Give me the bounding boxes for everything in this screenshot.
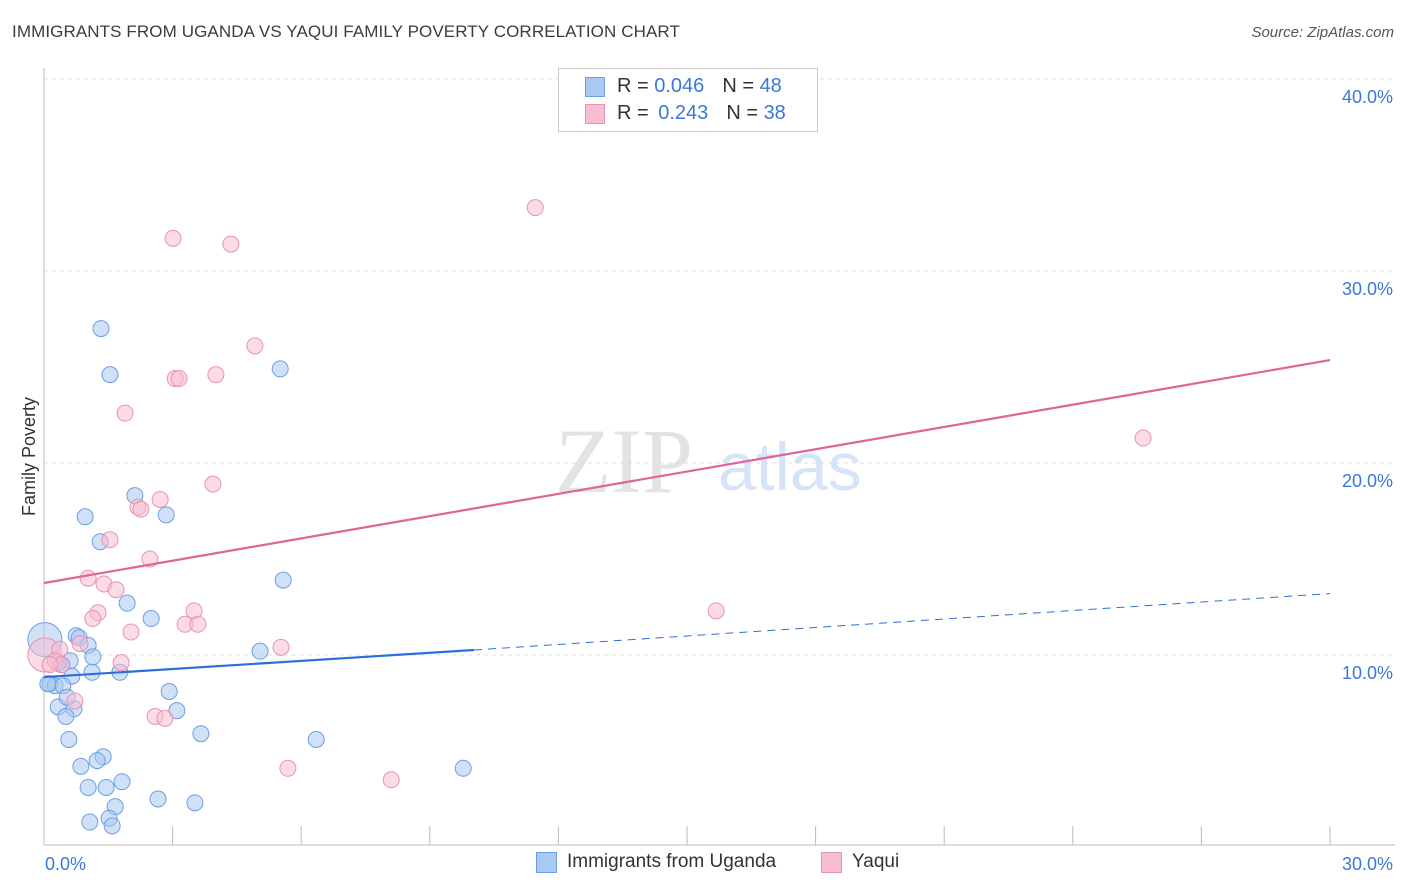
point-uganda xyxy=(160,682,178,700)
point-uganda xyxy=(84,648,102,666)
n-value: 38 xyxy=(763,102,786,124)
point-yaqui xyxy=(164,229,182,247)
r-value: 0.046 xyxy=(654,75,705,97)
point-uganda xyxy=(76,508,94,526)
x-tick-label: 30.0% xyxy=(1342,854,1393,874)
point-yaqui xyxy=(112,654,130,672)
point-yaqui xyxy=(222,235,240,253)
legend-swatch-pink xyxy=(821,851,842,873)
point-uganda xyxy=(118,594,136,612)
legend-label: Immigrants from Uganda xyxy=(567,851,777,872)
legend-swatch-blue xyxy=(536,851,557,873)
point-uganda xyxy=(192,725,210,743)
point-uganda xyxy=(97,778,115,796)
point-yaqui xyxy=(382,771,400,789)
trendline-uganda xyxy=(43,648,475,679)
point-uganda xyxy=(92,320,110,338)
point-uganda xyxy=(81,813,99,831)
point-uganda xyxy=(157,506,175,524)
legend: R = 0.046 N = 48 R = 0.243 N = 38 xyxy=(558,68,818,132)
n-label: N = xyxy=(722,75,754,97)
source-label: Source: ZipAtlas.com xyxy=(1251,24,1394,41)
y-tick-label: 30.0% xyxy=(1342,279,1393,299)
x-tick-label: 0.0% xyxy=(45,854,86,874)
point-uganda xyxy=(101,366,119,384)
legend-row-uganda: R = 0.046 N = 48 xyxy=(585,75,782,98)
point-yaqui xyxy=(279,759,297,777)
point-yaqui xyxy=(1134,429,1152,447)
point-yaqui xyxy=(207,366,225,384)
trendline-dashed-uganda xyxy=(473,593,1331,651)
point-yaqui xyxy=(122,623,140,641)
point-yaqui xyxy=(272,638,290,656)
point-yaqui xyxy=(79,569,97,587)
chart-title: IMMIGRANTS FROM UGANDA VS YAQUI FAMILY P… xyxy=(12,22,680,41)
r-value: 0.243 xyxy=(658,102,709,124)
point-yaqui xyxy=(246,337,264,355)
point-uganda xyxy=(307,730,325,748)
point-uganda xyxy=(113,773,131,791)
bottom-legend-yaqui: Yaqui xyxy=(821,851,899,873)
point-uganda xyxy=(103,817,121,835)
y-tick-label: 40.0% xyxy=(1342,87,1393,107)
point-uganda xyxy=(83,663,101,681)
point-yaqui xyxy=(204,475,222,493)
point-uganda xyxy=(79,778,97,796)
point-uganda xyxy=(88,752,106,770)
point-uganda xyxy=(39,675,57,693)
legend-swatch-blue xyxy=(585,76,605,97)
n-value: 48 xyxy=(759,75,782,97)
point-yaqui xyxy=(116,404,134,422)
legend-row-yaqui: R = 0.243 N = 38 xyxy=(585,102,786,125)
r-label: R = xyxy=(617,102,649,124)
legend-label: Yaqui xyxy=(852,851,900,872)
watermark-zip: ZIP xyxy=(555,410,693,512)
point-uganda xyxy=(271,360,289,378)
point-uganda xyxy=(186,794,204,812)
point-uganda xyxy=(57,707,75,725)
point-uganda xyxy=(274,571,292,589)
point-yaqui xyxy=(66,692,84,710)
point-yaqui xyxy=(101,531,119,549)
point-yaqui xyxy=(71,634,89,652)
point-uganda xyxy=(149,790,167,808)
point-yaqui xyxy=(707,602,725,620)
point-yaqui xyxy=(170,370,188,388)
point-yaqui xyxy=(189,615,207,633)
r-label: R = xyxy=(617,75,649,97)
point-yaqui xyxy=(41,656,59,674)
point-uganda xyxy=(251,642,269,660)
point-yaqui xyxy=(132,500,150,518)
legend-swatch-pink xyxy=(585,103,605,124)
point-yaqui xyxy=(107,581,125,599)
point-yaqui xyxy=(526,199,544,217)
point-uganda xyxy=(168,702,186,720)
y-axis-label: Family Poverty xyxy=(19,396,40,517)
watermark-atlas: atlas xyxy=(718,429,862,505)
point-yaqui xyxy=(84,610,102,628)
bottom-legend-uganda: Immigrants from Uganda xyxy=(536,851,776,873)
trendline-yaqui xyxy=(43,359,1331,585)
point-uganda xyxy=(454,759,472,777)
y-tick-label: 10.0% xyxy=(1342,663,1393,683)
n-label: N = xyxy=(726,102,758,124)
y-tick-label: 20.0% xyxy=(1342,471,1393,491)
point-uganda xyxy=(142,610,160,628)
point-yaqui xyxy=(156,709,174,727)
point-uganda xyxy=(60,730,78,748)
point-yaqui xyxy=(151,490,169,508)
point-uganda xyxy=(72,757,90,775)
